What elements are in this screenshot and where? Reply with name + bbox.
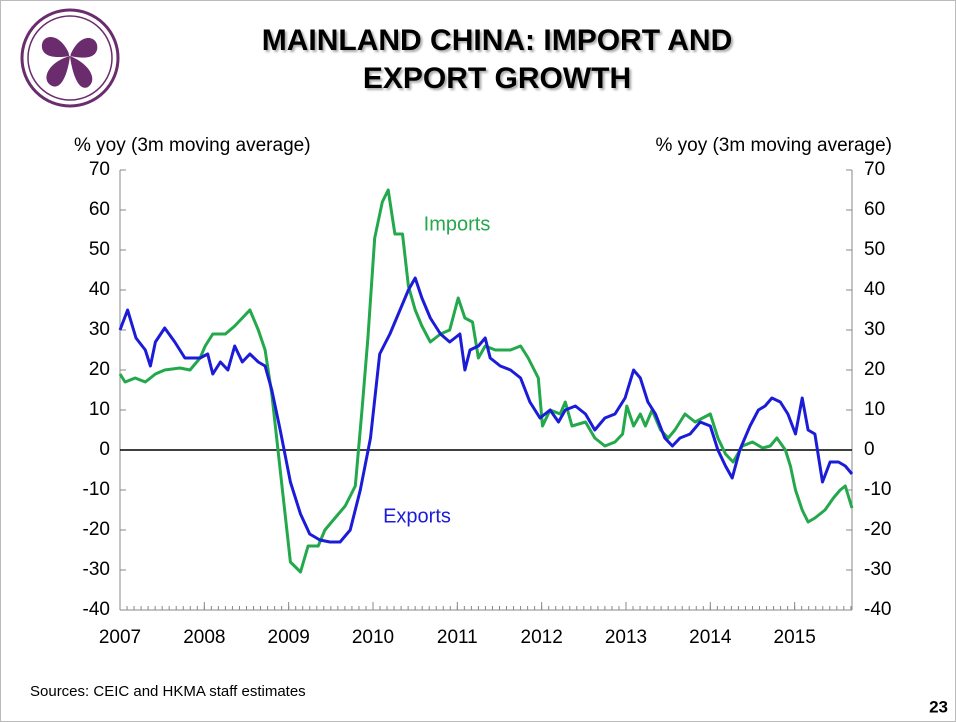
y-tick-label: -10 xyxy=(83,479,110,500)
series-line xyxy=(118,276,854,544)
source-note: Sources: CEIC and HKMA staff estimates xyxy=(30,683,306,700)
x-tick-label: 2009 xyxy=(268,627,310,648)
y-tick-label: -30 xyxy=(83,559,110,580)
y-tick-label: 70 xyxy=(89,159,110,180)
x-tick-label: 2008 xyxy=(183,627,225,648)
y2-tick-label: -30 xyxy=(864,559,891,580)
x-tick-label: 2012 xyxy=(521,627,563,648)
y2-tick-label: -20 xyxy=(864,519,891,540)
y-tick-label: 0 xyxy=(99,439,110,460)
y2-tick-label: 20 xyxy=(864,359,885,380)
y2-tick-label: 30 xyxy=(864,319,885,340)
y-tick-label: -20 xyxy=(83,519,110,540)
x-tick-label: 2011 xyxy=(437,627,478,648)
y-tick-label: 40 xyxy=(89,279,110,300)
y2-tick-label: -40 xyxy=(864,599,891,620)
y2-axis-label: % yoy (3m moving average) xyxy=(655,135,892,156)
y2-tick-label: 60 xyxy=(864,199,885,220)
x-tick-label: 2007 xyxy=(99,627,141,648)
chart-title: MAINLAND CHINA: IMPORT AND EXPORT GROWTH xyxy=(261,24,733,95)
y2-tick-label: 70 xyxy=(864,159,885,180)
x-tick-label: 2010 xyxy=(352,627,394,648)
page-number: 23 xyxy=(929,697,948,716)
x-tick-label: 2015 xyxy=(774,627,816,648)
y-axis-label: % yoy (3m moving average) xyxy=(74,135,311,156)
x-tick-label: 2013 xyxy=(605,627,647,648)
y2-tick-label: 0 xyxy=(864,439,875,460)
y2-tick-label: 10 xyxy=(864,399,885,420)
y2-tick-label: 40 xyxy=(864,279,885,300)
logo xyxy=(20,8,120,108)
y-tick-label: 60 xyxy=(89,199,110,220)
y-tick-label: 30 xyxy=(89,319,110,340)
series-line xyxy=(118,188,854,574)
y2-tick-label: 50 xyxy=(864,239,885,260)
y-tick-label: -40 xyxy=(83,599,110,620)
y2-tick-label: -10 xyxy=(864,479,891,500)
y-tick-label: 20 xyxy=(89,359,110,380)
series-label: Imports xyxy=(424,213,491,235)
x-tick-label: 2014 xyxy=(689,627,732,648)
y-tick-label: 50 xyxy=(89,239,110,260)
series-label: Exports xyxy=(383,505,451,527)
y-tick-label: 10 xyxy=(89,399,110,420)
